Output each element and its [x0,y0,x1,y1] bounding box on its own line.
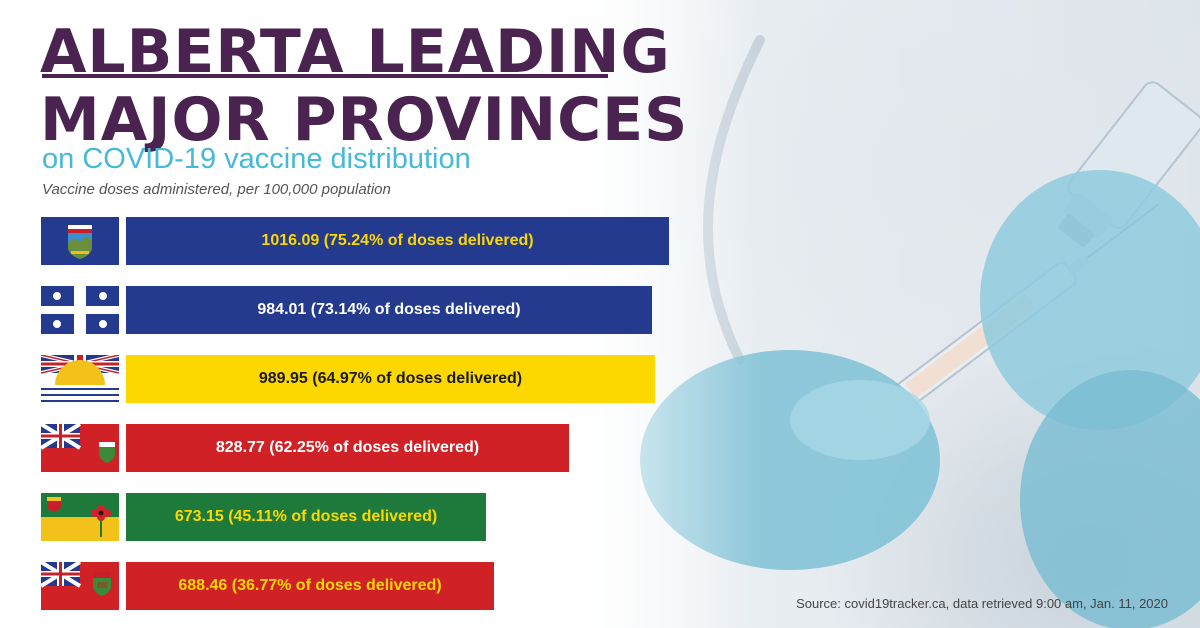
manitoba-flag [41,562,119,610]
bar: 673.15 (45.11% of doses delivered) [126,493,486,541]
bar-row: 984.01 (73.14% of doses delivered) [0,286,700,334]
saskatchewan-flag [41,493,119,541]
bar: 984.01 (73.14% of doses delivered) [126,286,652,334]
bar-data-label: 1016.09 (75.24% of doses delivered) [261,232,534,249]
bar-data-label: 989.95 (64.97% of doses delivered) [258,370,523,387]
bar: 688.46 (36.77% of doses delivered) [126,562,494,610]
page-subtitle: on COVID-19 vaccine distribution [42,143,471,175]
quebec-flag [41,286,119,334]
bar-data-label: 984.01 (73.14% of doses delivered) [257,301,521,318]
bar-data-label: 673.15 (45.11% of doses delivered) [174,508,438,525]
bar: 828.77 (62.25% of doses delivered) [126,424,569,472]
bar-row: 1016.09 (75.24% of doses delivered) [0,217,700,265]
bar-row: 673.15 (45.11% of doses delivered) [0,493,700,541]
bar-data-label: 688.46 (36.77% of doses delivered) [178,577,442,594]
bar-row: 989.95 (64.97% of doses delivered) [0,355,700,403]
bar: 989.95 (64.97% of doses delivered) [126,355,655,403]
chart-note: Vaccine doses administered, per 100,000 … [42,181,391,198]
ontario-flag [41,424,119,472]
alberta-flag [41,217,119,265]
bar-row: 688.46 (36.77% of doses delivered) [0,562,700,610]
bar-data-label: 828.77 (62.25% of doses delivered) [215,439,480,456]
page-title-line-1: ALBERTA LEADING [40,17,671,87]
source-note: Source: covid19tracker.ca, data retrieve… [796,596,1168,611]
bar: 1016.09 (75.24% of doses delivered) [126,217,669,265]
title-divider [42,74,608,78]
bar-row: 828.77 (62.25% of doses delivered) [0,424,700,472]
page-title-line-2: MAJOR PROVINCES [40,85,689,155]
british-columbia-flag [41,355,119,403]
